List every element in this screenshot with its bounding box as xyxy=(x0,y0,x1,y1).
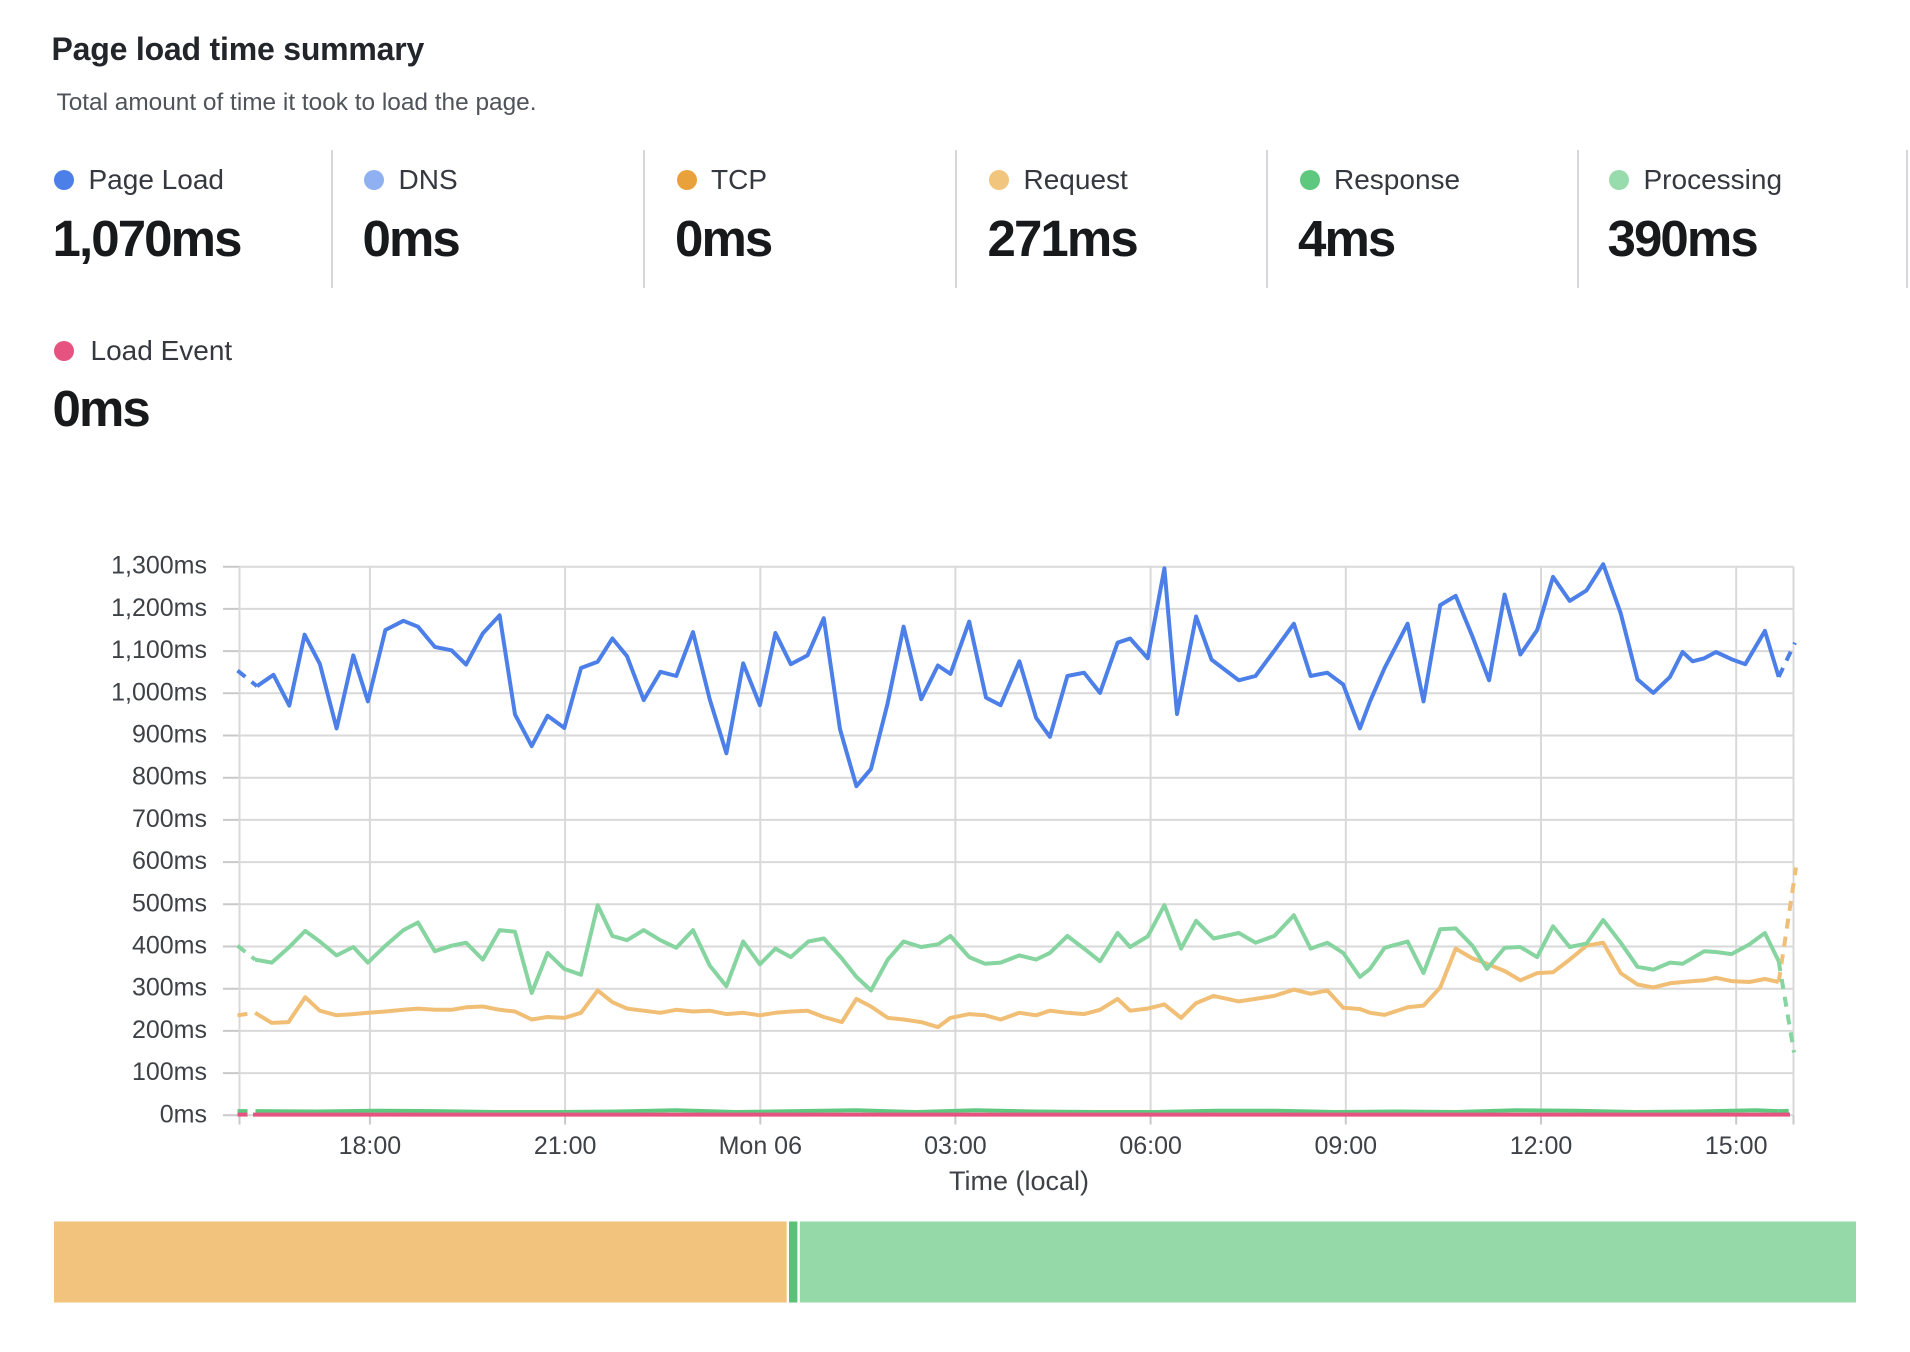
svg-text:400ms: 400ms xyxy=(132,932,207,960)
svg-text:1,200ms: 1,200ms xyxy=(111,594,207,622)
svg-text:Time (local): Time (local) xyxy=(949,1166,1089,1196)
svg-text:03:00: 03:00 xyxy=(924,1132,987,1160)
svg-text:900ms: 900ms xyxy=(132,721,207,749)
svg-text:18:00: 18:00 xyxy=(339,1132,402,1160)
svg-text:1,100ms: 1,100ms xyxy=(111,636,207,664)
svg-text:12:00: 12:00 xyxy=(1510,1132,1573,1160)
svg-text:700ms: 700ms xyxy=(132,805,207,833)
svg-text:1,300ms: 1,300ms xyxy=(111,552,207,580)
svg-text:06:00: 06:00 xyxy=(1119,1132,1182,1160)
svg-text:0ms: 0ms xyxy=(160,1100,207,1128)
svg-text:200ms: 200ms xyxy=(132,1016,207,1044)
svg-text:1,000ms: 1,000ms xyxy=(111,678,207,706)
svg-text:15:00: 15:00 xyxy=(1705,1132,1768,1160)
svg-text:21:00: 21:00 xyxy=(534,1132,597,1160)
svg-text:09:00: 09:00 xyxy=(1315,1132,1378,1160)
svg-text:Mon 06: Mon 06 xyxy=(719,1132,802,1160)
svg-text:600ms: 600ms xyxy=(132,847,207,875)
svg-text:500ms: 500ms xyxy=(132,889,207,917)
svg-text:100ms: 100ms xyxy=(132,1058,207,1086)
svg-text:800ms: 800ms xyxy=(132,763,207,791)
svg-text:300ms: 300ms xyxy=(132,974,207,1002)
